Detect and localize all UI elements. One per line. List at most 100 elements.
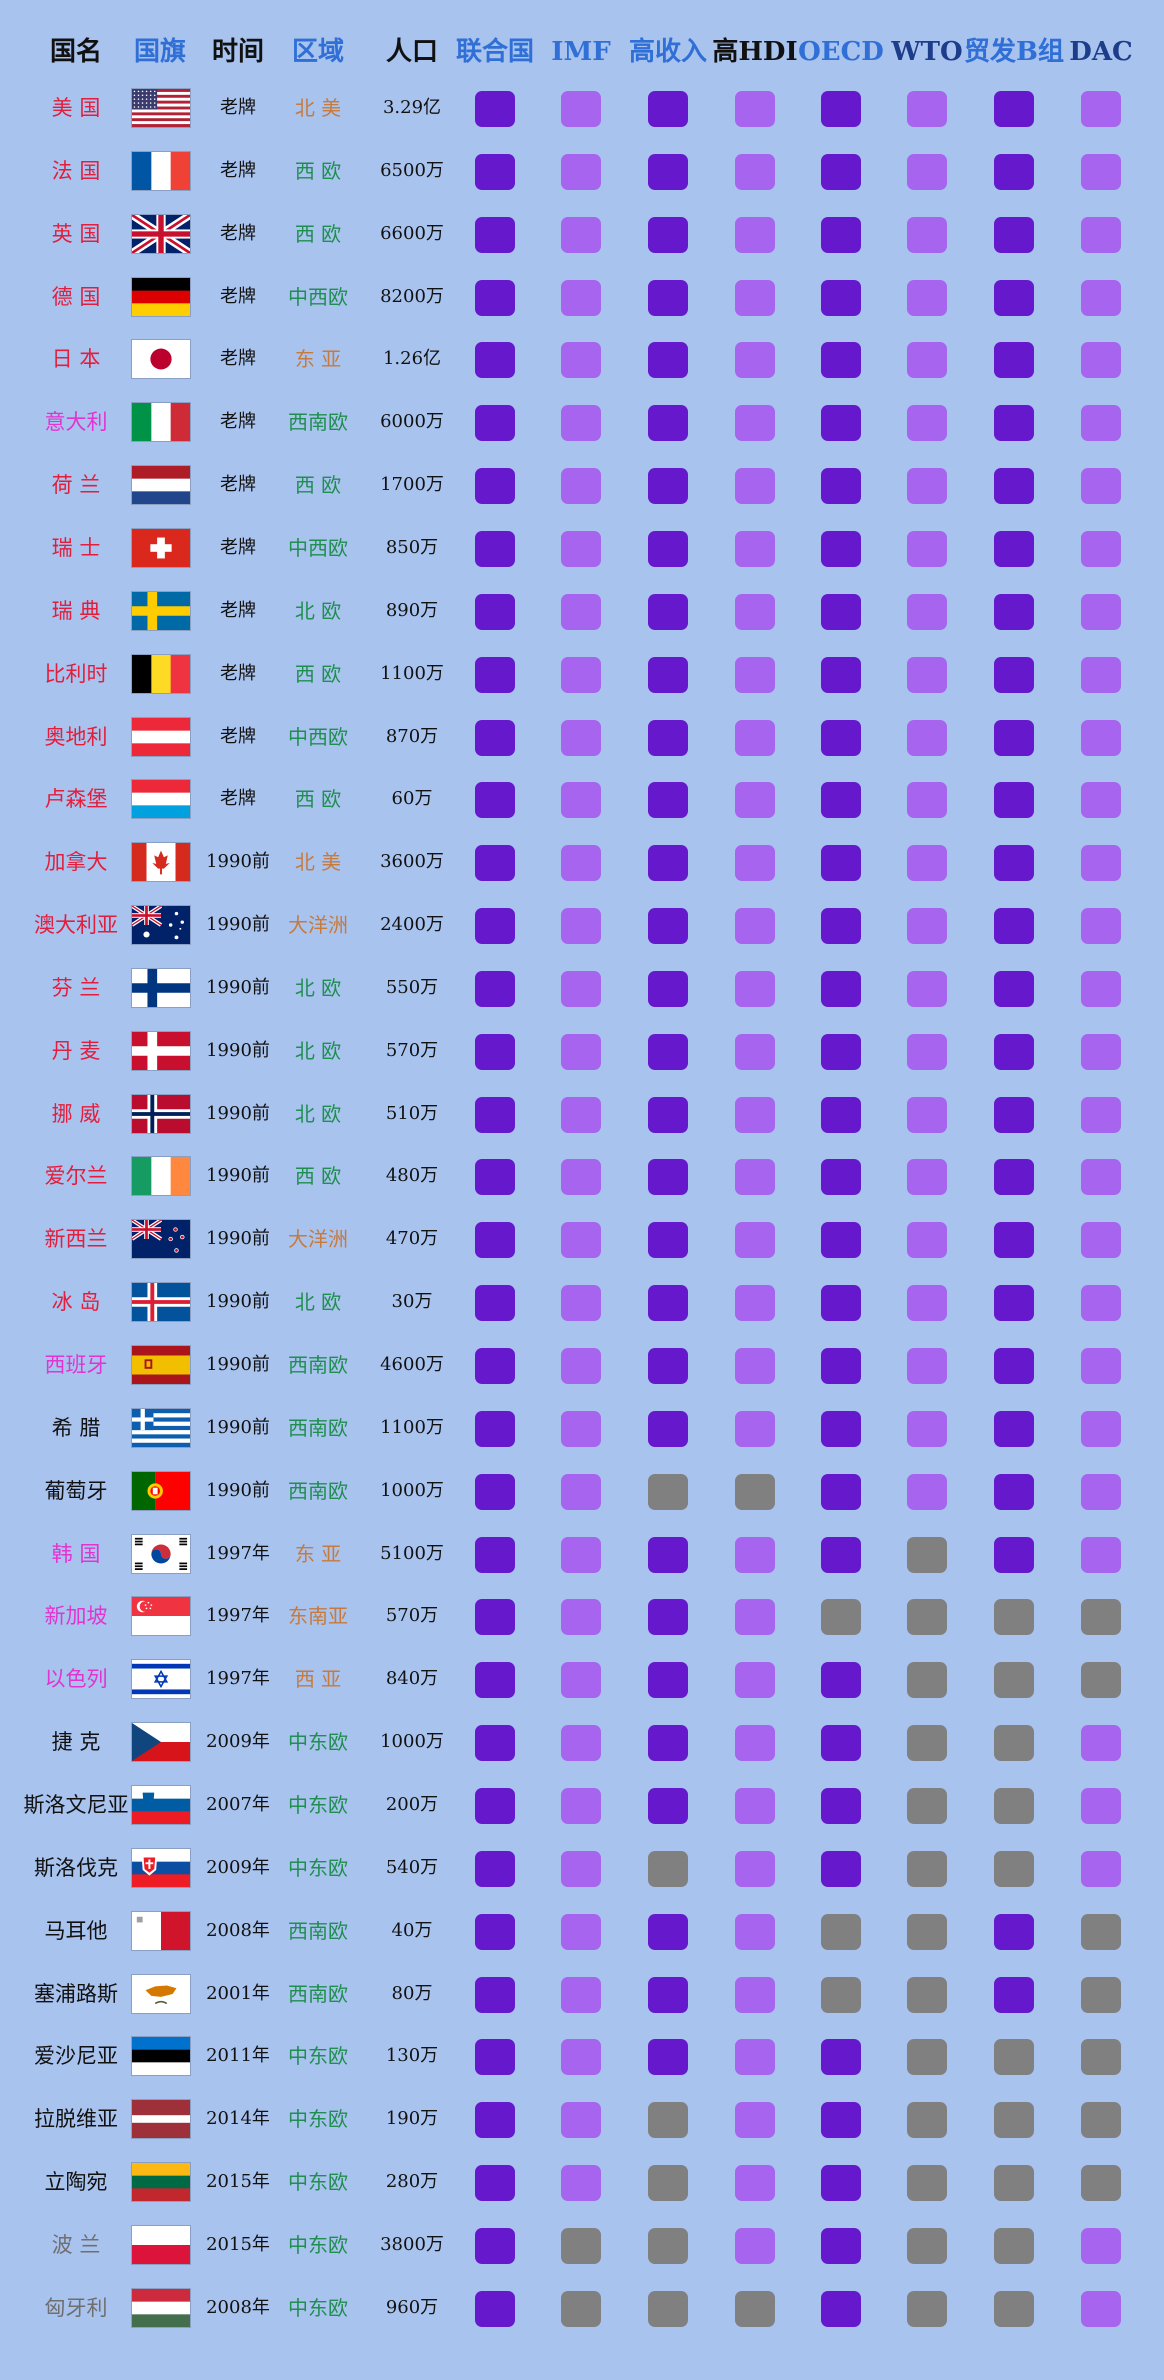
- membership-badge: [648, 1473, 688, 1510]
- table-row: 韩 国 1997年 东 亚 5100万: [0, 1523, 1164, 1585]
- flag-lv-icon: [132, 2100, 190, 2139]
- table-row: 波 兰 2015年 中东欧 3800万: [0, 2214, 1164, 2276]
- flag-si-icon: [132, 1785, 190, 1825]
- region: 东 亚: [294, 1541, 342, 1566]
- membership-badge: [735, 468, 775, 505]
- membership-badge: [907, 279, 947, 316]
- table-row: 奥地利 老牌 中西欧 870万: [0, 706, 1164, 768]
- membership-badge: [648, 1222, 688, 1259]
- membership-badge: [1081, 91, 1121, 127]
- membership-badge: [735, 1662, 775, 1699]
- membership-badge: [1081, 970, 1121, 1007]
- join-time: 2009年: [206, 1856, 270, 1878]
- membership-badge: [561, 2102, 601, 2139]
- region: 西南欧: [288, 1918, 348, 1943]
- join-time: 1997年: [206, 1605, 270, 1627]
- membership-badge: [648, 1348, 688, 1384]
- membership-badge: [907, 1976, 947, 2013]
- membership-badge: [735, 1473, 775, 1510]
- table-row: 英 国 老牌 西 欧 6600万: [0, 203, 1164, 265]
- column-header: 高HDI: [712, 37, 798, 67]
- membership-badge: [821, 1473, 861, 1510]
- membership-badge: [648, 2290, 688, 2327]
- join-time: 2015年: [206, 2233, 270, 2255]
- membership-badge: [994, 1096, 1034, 1133]
- membership-badge: [475, 2165, 515, 2202]
- membership-badge: [821, 279, 861, 316]
- membership-badge: [735, 91, 775, 127]
- country-name: 美 国: [51, 96, 101, 120]
- membership-badge: [561, 1787, 601, 1824]
- table-row: 德 国 老牌 中西欧 8200万: [0, 266, 1164, 328]
- membership-badge: [475, 1033, 515, 1070]
- flag-us-icon: [132, 89, 190, 128]
- country-name: 挪 威: [51, 1101, 101, 1126]
- membership-badge: [648, 153, 688, 190]
- table-row: 拉脱维亚 2014年 中东欧 190万: [0, 2088, 1164, 2150]
- membership-badge: [1081, 153, 1121, 190]
- region: 东南亚: [288, 1604, 348, 1629]
- membership-badge: [994, 279, 1034, 316]
- country-name: 比利时: [44, 661, 108, 686]
- join-time: 老牌: [220, 536, 256, 558]
- join-time: 2015年: [206, 2171, 270, 2193]
- flag-cz-icon: [132, 1723, 190, 1762]
- membership-badge: [735, 2039, 775, 2076]
- membership-badge: [648, 656, 688, 693]
- membership-badge: [1081, 1410, 1121, 1447]
- region: 中东欧: [288, 2107, 348, 2132]
- membership-badge: [648, 468, 688, 505]
- column-header: 贸发B组: [964, 37, 1064, 67]
- membership-badge: [475, 405, 515, 442]
- table-row: 芬 兰 1990前 北 欧 550万: [0, 957, 1164, 1019]
- membership-badge: [475, 719, 515, 756]
- membership-badge: [1081, 468, 1121, 505]
- table-row: 日 本 老牌 东 亚 1.26亿: [0, 328, 1164, 390]
- table-row: 爱沙尼亚 2011年 中东欧 130万: [0, 2025, 1164, 2087]
- membership-badge: [475, 153, 515, 190]
- country-name: 芬 兰: [51, 975, 101, 1000]
- population: 80万: [391, 1982, 433, 2004]
- table-row: 法 国 老牌 西 欧 6500万: [0, 140, 1164, 202]
- region: 大洋洲: [288, 1227, 348, 1252]
- column-header: WTO: [891, 37, 963, 67]
- population: 280万: [385, 2171, 439, 2193]
- membership-badge: [475, 468, 515, 505]
- flag-sg-icon: [132, 1597, 190, 1636]
- region: 大洋洲: [288, 913, 348, 938]
- join-time: 2008年: [206, 1919, 270, 1941]
- membership-badge: [735, 1976, 775, 2013]
- join-time: 老牌: [220, 725, 256, 747]
- membership-badge: [735, 1285, 775, 1322]
- column-header: IMF: [551, 37, 611, 67]
- membership-badge: [821, 782, 861, 819]
- population: 840万: [385, 1668, 439, 1690]
- flag-no-icon: [132, 1094, 190, 1133]
- country-name: 爱沙尼亚: [34, 2044, 118, 2069]
- region: 西南欧: [288, 1981, 348, 2006]
- join-time: 2011年: [206, 2045, 270, 2067]
- membership-badge: [821, 405, 861, 442]
- population: 6600万: [380, 222, 444, 244]
- country-name: 韩 国: [51, 1541, 101, 1566]
- region: 中东欧: [288, 2044, 348, 2069]
- membership-badge: [1081, 656, 1121, 693]
- membership-badge: [821, 2102, 861, 2139]
- membership-badge: [648, 970, 688, 1007]
- table-row: 葡萄牙 1990前 西南欧 1000万: [0, 1460, 1164, 1522]
- column-header: DAC: [1069, 37, 1133, 67]
- table-row: 荷 兰 老牌 西 欧 1700万: [0, 454, 1164, 516]
- membership-badge: [1081, 216, 1121, 253]
- membership-badge: [735, 1222, 775, 1259]
- membership-badge: [735, 1348, 775, 1384]
- membership-badge: [1081, 1536, 1121, 1573]
- membership-badge: [561, 1159, 601, 1196]
- region: 中东欧: [288, 1792, 348, 1817]
- flag-mt-icon: [132, 1911, 191, 1950]
- flag-gr-icon: [132, 1408, 190, 1448]
- membership-badge: [1081, 1725, 1121, 1762]
- membership-badge: [648, 405, 688, 442]
- join-time: 老牌: [220, 474, 256, 496]
- membership-badge: [735, 782, 775, 819]
- membership-badge: [735, 719, 775, 756]
